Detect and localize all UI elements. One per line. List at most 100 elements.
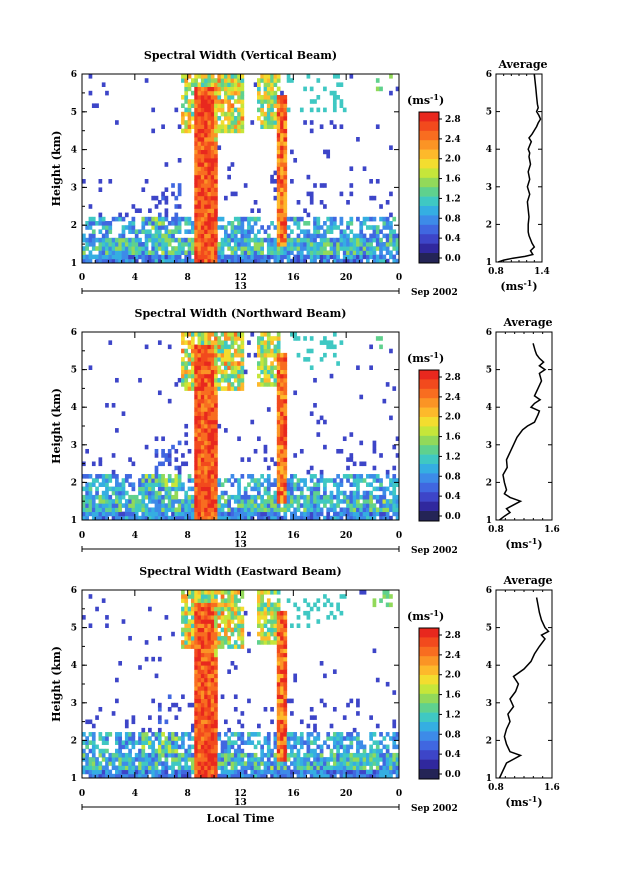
colorbar-swatch bbox=[419, 445, 439, 455]
heatmap-cell bbox=[283, 644, 288, 649]
heatmap-cell bbox=[187, 474, 192, 479]
heatmap-cell bbox=[276, 162, 281, 167]
heatmap-cell bbox=[197, 237, 202, 243]
heatmap-cell bbox=[260, 78, 265, 83]
heatmap-cell bbox=[118, 752, 123, 758]
heatmap-cell bbox=[230, 365, 235, 370]
heatmap-cell bbox=[108, 254, 113, 260]
heatmap-cell bbox=[375, 233, 380, 239]
heatmap-cell bbox=[283, 719, 288, 725]
heatmap-cell bbox=[329, 503, 334, 508]
heatmap-cell bbox=[372, 448, 377, 454]
heatmap-cell bbox=[273, 225, 278, 230]
heatmap-cell bbox=[223, 74, 228, 79]
heatmap-cell bbox=[372, 773, 377, 779]
heatmap-cell bbox=[204, 444, 208, 450]
heatmap-cell bbox=[197, 465, 202, 471]
heatmap-cell bbox=[214, 200, 218, 205]
heatmap-cell bbox=[161, 258, 165, 264]
heatmap-cell bbox=[306, 765, 311, 771]
heatmap-cell bbox=[293, 673, 298, 679]
heatmap-cell bbox=[207, 162, 212, 167]
heatmap-cell bbox=[313, 499, 317, 504]
heatmap-cell bbox=[187, 619, 192, 624]
heatmap-cell bbox=[362, 769, 367, 775]
average-x-tick-label: 1.4 bbox=[534, 267, 550, 277]
heatmap-cell bbox=[220, 773, 225, 779]
colorbar-swatch bbox=[419, 637, 439, 648]
heatmap-cell bbox=[286, 503, 291, 508]
heatmap-cell bbox=[141, 221, 146, 226]
heatmap-cell bbox=[197, 128, 202, 134]
heatmap-cell bbox=[138, 736, 142, 741]
heatmap-cell bbox=[210, 174, 215, 180]
heatmap-cell bbox=[227, 111, 231, 117]
heatmap-cell bbox=[210, 246, 215, 251]
heatmap-cell bbox=[240, 765, 245, 771]
heatmap-cell bbox=[118, 499, 123, 504]
heatmap-cell bbox=[141, 250, 146, 255]
heatmap-cell bbox=[204, 208, 208, 213]
heatmap-cell bbox=[316, 478, 321, 483]
heatmap-cell bbox=[313, 511, 317, 517]
heatmap-cell bbox=[138, 482, 142, 487]
heatmap-cell bbox=[108, 511, 113, 517]
heatmap-cell bbox=[280, 382, 284, 387]
heatmap-cell bbox=[105, 478, 109, 483]
heatmap-cell bbox=[151, 490, 156, 496]
heatmap-cell bbox=[313, 494, 317, 500]
heatmap-cell bbox=[319, 773, 324, 779]
heatmap-cell bbox=[283, 141, 288, 146]
heatmap-cell bbox=[200, 644, 205, 649]
heatmap-cell bbox=[280, 237, 284, 243]
heatmap-cell bbox=[280, 162, 284, 167]
heatmap-cell bbox=[197, 382, 202, 387]
heatmap-cell bbox=[293, 677, 298, 683]
heatmap-cell bbox=[187, 103, 192, 108]
heatmap-cell bbox=[379, 752, 383, 758]
heatmap-cell bbox=[296, 258, 301, 264]
heatmap-cell bbox=[237, 348, 241, 354]
heatmap-cell bbox=[148, 486, 152, 492]
heatmap-cell bbox=[214, 357, 218, 362]
heatmap-cell bbox=[210, 242, 215, 247]
heatmap-cell bbox=[207, 386, 212, 391]
heatmap-cell bbox=[276, 648, 281, 654]
heatmap-cell bbox=[227, 511, 231, 517]
heatmap-cell bbox=[266, 732, 271, 737]
heatmap-cell bbox=[167, 499, 172, 504]
heatmap-cell bbox=[220, 74, 225, 79]
heatmap-cell bbox=[283, 411, 288, 416]
heatmap-cell bbox=[164, 453, 169, 458]
heatmap-cell bbox=[220, 740, 225, 745]
heatmap-cell bbox=[184, 237, 189, 243]
heatmap-cell bbox=[237, 86, 241, 92]
heatmap-cell bbox=[181, 95, 185, 100]
heatmap-cell bbox=[174, 494, 179, 500]
heatmap-cell bbox=[339, 740, 344, 745]
heatmap-cell bbox=[157, 216, 162, 222]
heatmap-cell bbox=[207, 233, 212, 239]
heatmap-cell bbox=[82, 494, 86, 500]
heatmap-cell bbox=[214, 419, 218, 425]
heatmap-cell bbox=[309, 411, 314, 416]
heatmap-cell bbox=[372, 748, 377, 754]
heatmap-cell bbox=[220, 377, 225, 383]
heatmap-cell bbox=[204, 90, 208, 96]
heatmap-cell bbox=[257, 340, 261, 345]
heatmap-cell bbox=[210, 490, 215, 496]
heatmap-cell bbox=[164, 246, 169, 251]
heatmap-cell bbox=[85, 448, 89, 454]
heatmap-cell bbox=[290, 744, 294, 750]
heatmap-cell bbox=[247, 494, 251, 500]
heatmap-cell bbox=[346, 254, 350, 260]
colorbar-tick-label: 0.0 bbox=[445, 770, 461, 780]
heatmap-cell bbox=[290, 748, 294, 754]
heatmap-cell bbox=[257, 352, 261, 358]
colorbar-swatch bbox=[419, 473, 439, 484]
heatmap-cell bbox=[263, 332, 268, 337]
heatmap-cell bbox=[197, 665, 202, 670]
heatmap-cell bbox=[280, 619, 284, 624]
heatmap-cell bbox=[174, 490, 179, 496]
heatmap-cell bbox=[273, 187, 278, 192]
